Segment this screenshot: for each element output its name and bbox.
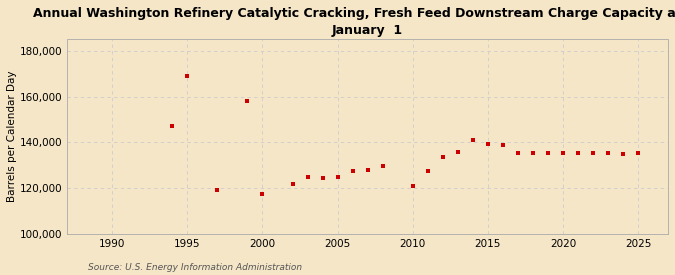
Y-axis label: Barrels per Calendar Day: Barrels per Calendar Day — [7, 71, 17, 202]
Title: Annual Washington Refinery Catalytic Cracking, Fresh Feed Downstream Charge Capa: Annual Washington Refinery Catalytic Cra… — [33, 7, 675, 37]
Text: Source: U.S. Energy Information Administration: Source: U.S. Energy Information Administ… — [88, 263, 302, 272]
